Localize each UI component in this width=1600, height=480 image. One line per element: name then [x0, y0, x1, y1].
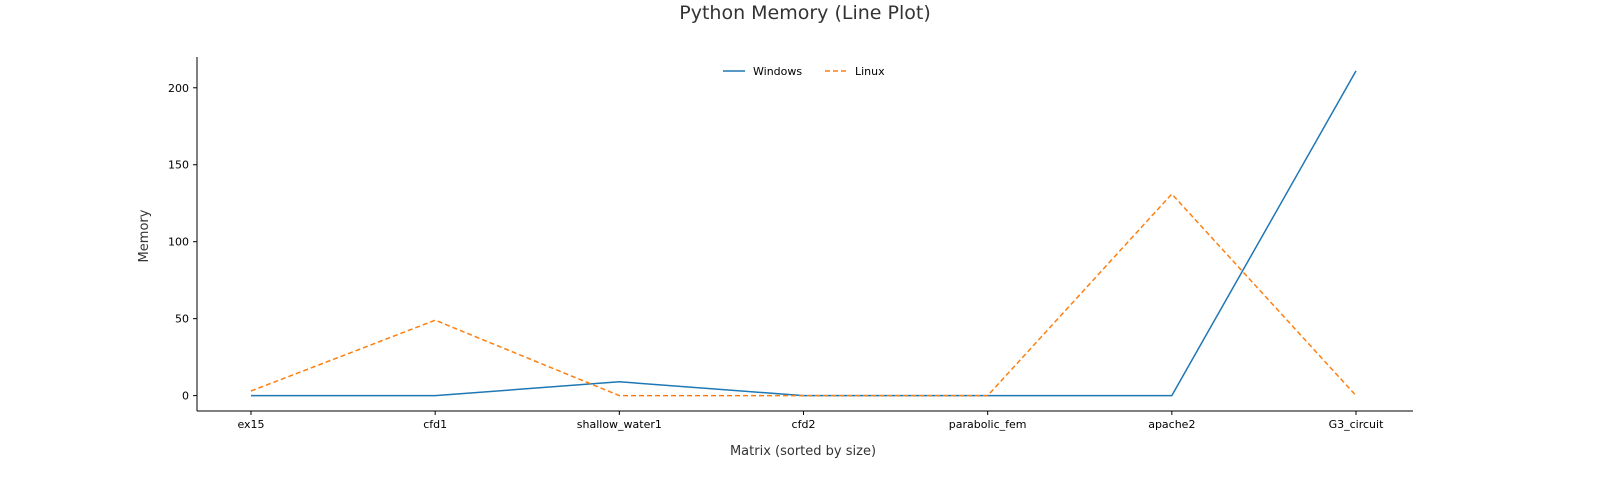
series-line-linux [250, 193, 1357, 397]
x-tick-label: cfd1 [423, 418, 447, 431]
y-tick-label: 150 [168, 159, 189, 172]
x-tick-label: ex15 [237, 418, 264, 431]
y-tick-label: 50 [175, 313, 189, 326]
x-tick-label: parabolic_fem [949, 418, 1027, 431]
x-tick-label: shallow_water1 [577, 418, 662, 431]
y-tick-label: 0 [182, 390, 189, 403]
x-ticks: ex15 cfd1 shallow_water1 cfd2 parabolic_fem a… [237, 411, 1384, 431]
y-ticks: 0 50 100 150 200 [168, 82, 197, 403]
legend-label-linux: Linux [855, 65, 885, 78]
axes [196, 57, 1413, 412]
x-tick-label: cfd2 [792, 418, 816, 431]
chart-title: Python Memory (Line Plot) [679, 2, 930, 24]
x-axis-label: Matrix (sorted by size) [730, 444, 876, 459]
y-tick-label: 100 [168, 236, 189, 249]
legend: Windows Linux [723, 65, 885, 78]
y-tick-label: 200 [168, 82, 189, 95]
x-tick-label: apache2 [1148, 418, 1195, 431]
y-axis-label: Memory [137, 209, 152, 262]
legend-label-windows: Windows [753, 65, 802, 78]
series-layer [250, 70, 1357, 397]
series-line-windows [251, 70, 1357, 397]
x-tick-label: G3_circuit [1329, 418, 1384, 431]
